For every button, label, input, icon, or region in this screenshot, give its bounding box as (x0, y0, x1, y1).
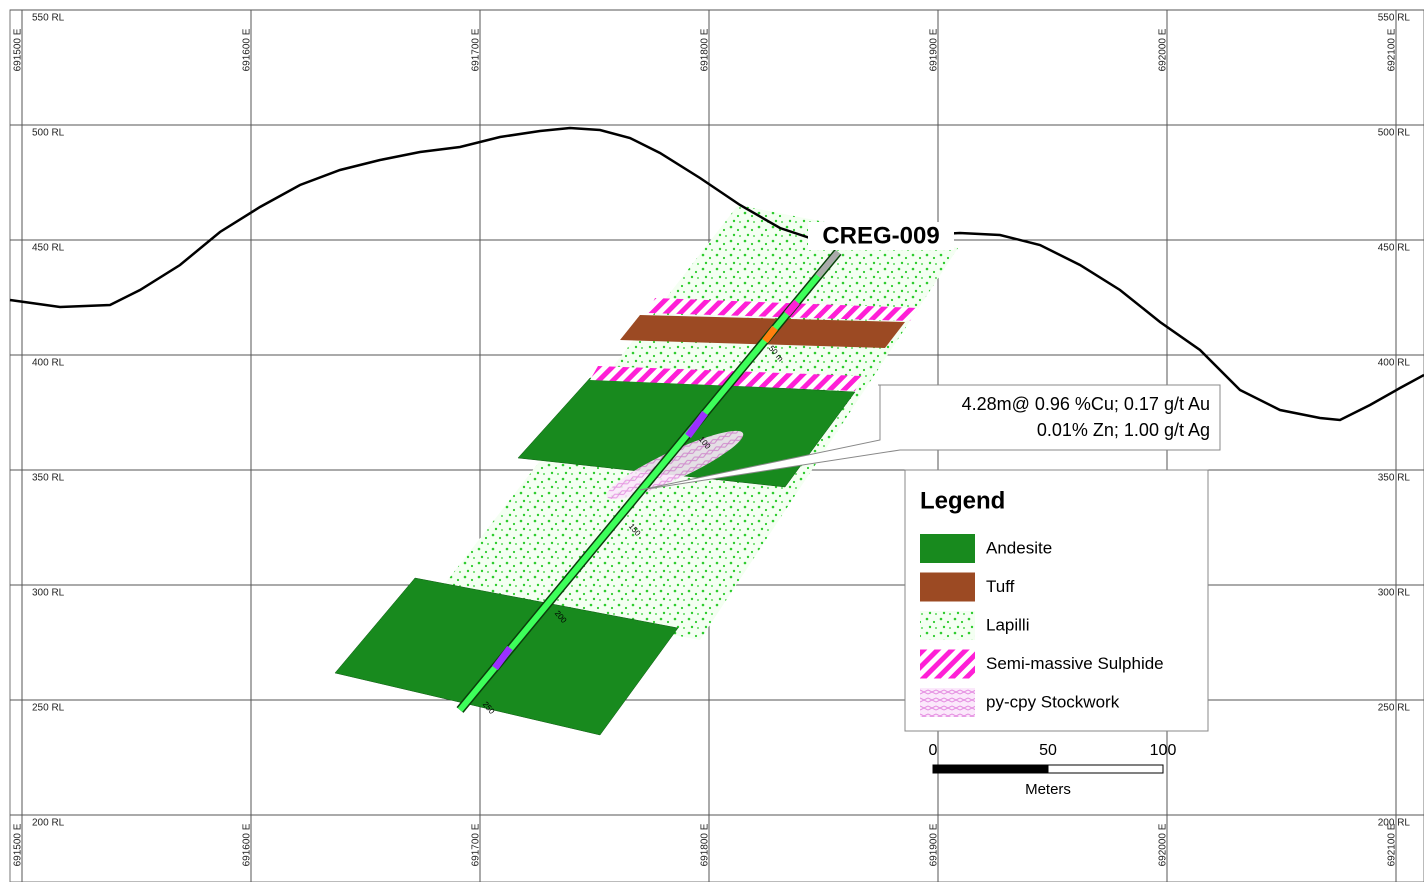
intercept-text: 0.01% Zn; 1.00 g/t Ag (1037, 420, 1210, 440)
easting-label: 691500 E (13, 823, 24, 866)
scale-bar (932, 764, 1049, 774)
easting-label: 691800 E (700, 28, 711, 71)
legend-label: Semi-massive Sulphide (986, 654, 1164, 673)
level-label: 550 RL (1378, 13, 1411, 24)
level-label: 300 RL (32, 588, 65, 599)
level-label: 200 RL (1378, 818, 1411, 829)
stockwork-zone (606, 430, 744, 500)
legend-label: Lapilli (986, 615, 1029, 634)
hole-interval (492, 645, 513, 671)
scale-unit: Meters (1025, 781, 1071, 798)
easting-label: 691700 E (471, 823, 482, 866)
level-label: 250 RL (32, 703, 65, 714)
easting-label: 691900 E (929, 28, 940, 71)
level-label: 450 RL (1378, 243, 1411, 254)
grid: 691500 E 691500 E 691600 E 691600 E 691700 E… (9, 9, 1424, 882)
level-label: 350 RL (1378, 473, 1411, 484)
hole-collar (815, 250, 841, 278)
scale-label: 50 (1039, 742, 1057, 759)
legend-swatch (920, 534, 975, 563)
easting-label: 691600 E (242, 823, 253, 866)
easting-label: 692100 E (1387, 823, 1398, 866)
legend-swatch (920, 649, 975, 679)
legend-label: py-cpy Stockwork (986, 692, 1120, 711)
legend-swatch (920, 572, 975, 602)
easting-label: 692000 E (1158, 823, 1169, 866)
level-label: 350 RL (32, 473, 65, 484)
easting-label: 691700 E (471, 28, 482, 71)
hole-interval (784, 299, 800, 317)
scale-label: 100 (1150, 742, 1177, 759)
legend-label: Andesite (986, 538, 1052, 557)
sulphide-unit (590, 366, 862, 391)
legend: Andesite Tuff Lapilli Semi-massive Sulphide… (920, 534, 1164, 717)
level-label: 300 RL (1378, 588, 1411, 599)
hole-interval (762, 325, 778, 344)
callout (639, 384, 1221, 491)
level-label: 400 RL (1378, 358, 1411, 369)
intercept-text: 4.28m@ 0.96 %Cu; 0.17 g/t Au (962, 394, 1210, 414)
easting-label: 691500 E (13, 28, 24, 71)
level-label: 500 RL (32, 128, 65, 139)
hole-label: CREG-009 (822, 222, 939, 249)
level-label: 500 RL (1378, 128, 1411, 139)
legend-swatch (920, 688, 975, 717)
sulphide-unit (648, 298, 918, 321)
scale-label: 0 (929, 742, 938, 759)
legend-label: Tuff (986, 577, 1015, 596)
level-label: 450 RL (32, 243, 65, 254)
level-label: 200 RL (32, 818, 65, 829)
level-label: 550 RL (32, 13, 65, 24)
scale-bar (1047, 764, 1164, 774)
topography (9, 126, 1424, 422)
easting-label: 692000 E (1158, 28, 1169, 71)
easting-label: 691900 E (929, 823, 940, 866)
scale-labels: 0 50 100 (929, 742, 1177, 759)
easting-label: 691600 E (242, 28, 253, 71)
tuff-unit (620, 315, 905, 348)
legend-title: Legend (920, 487, 1005, 514)
easting-label: 692100 E (1387, 28, 1398, 71)
hole-label-bg (808, 222, 954, 250)
level-label: 400 RL (32, 358, 65, 369)
hole-interval (685, 410, 708, 439)
legend-swatch (920, 611, 975, 640)
easting-label: 691800 E (700, 823, 711, 866)
level-label: 250 RL (1378, 703, 1411, 714)
